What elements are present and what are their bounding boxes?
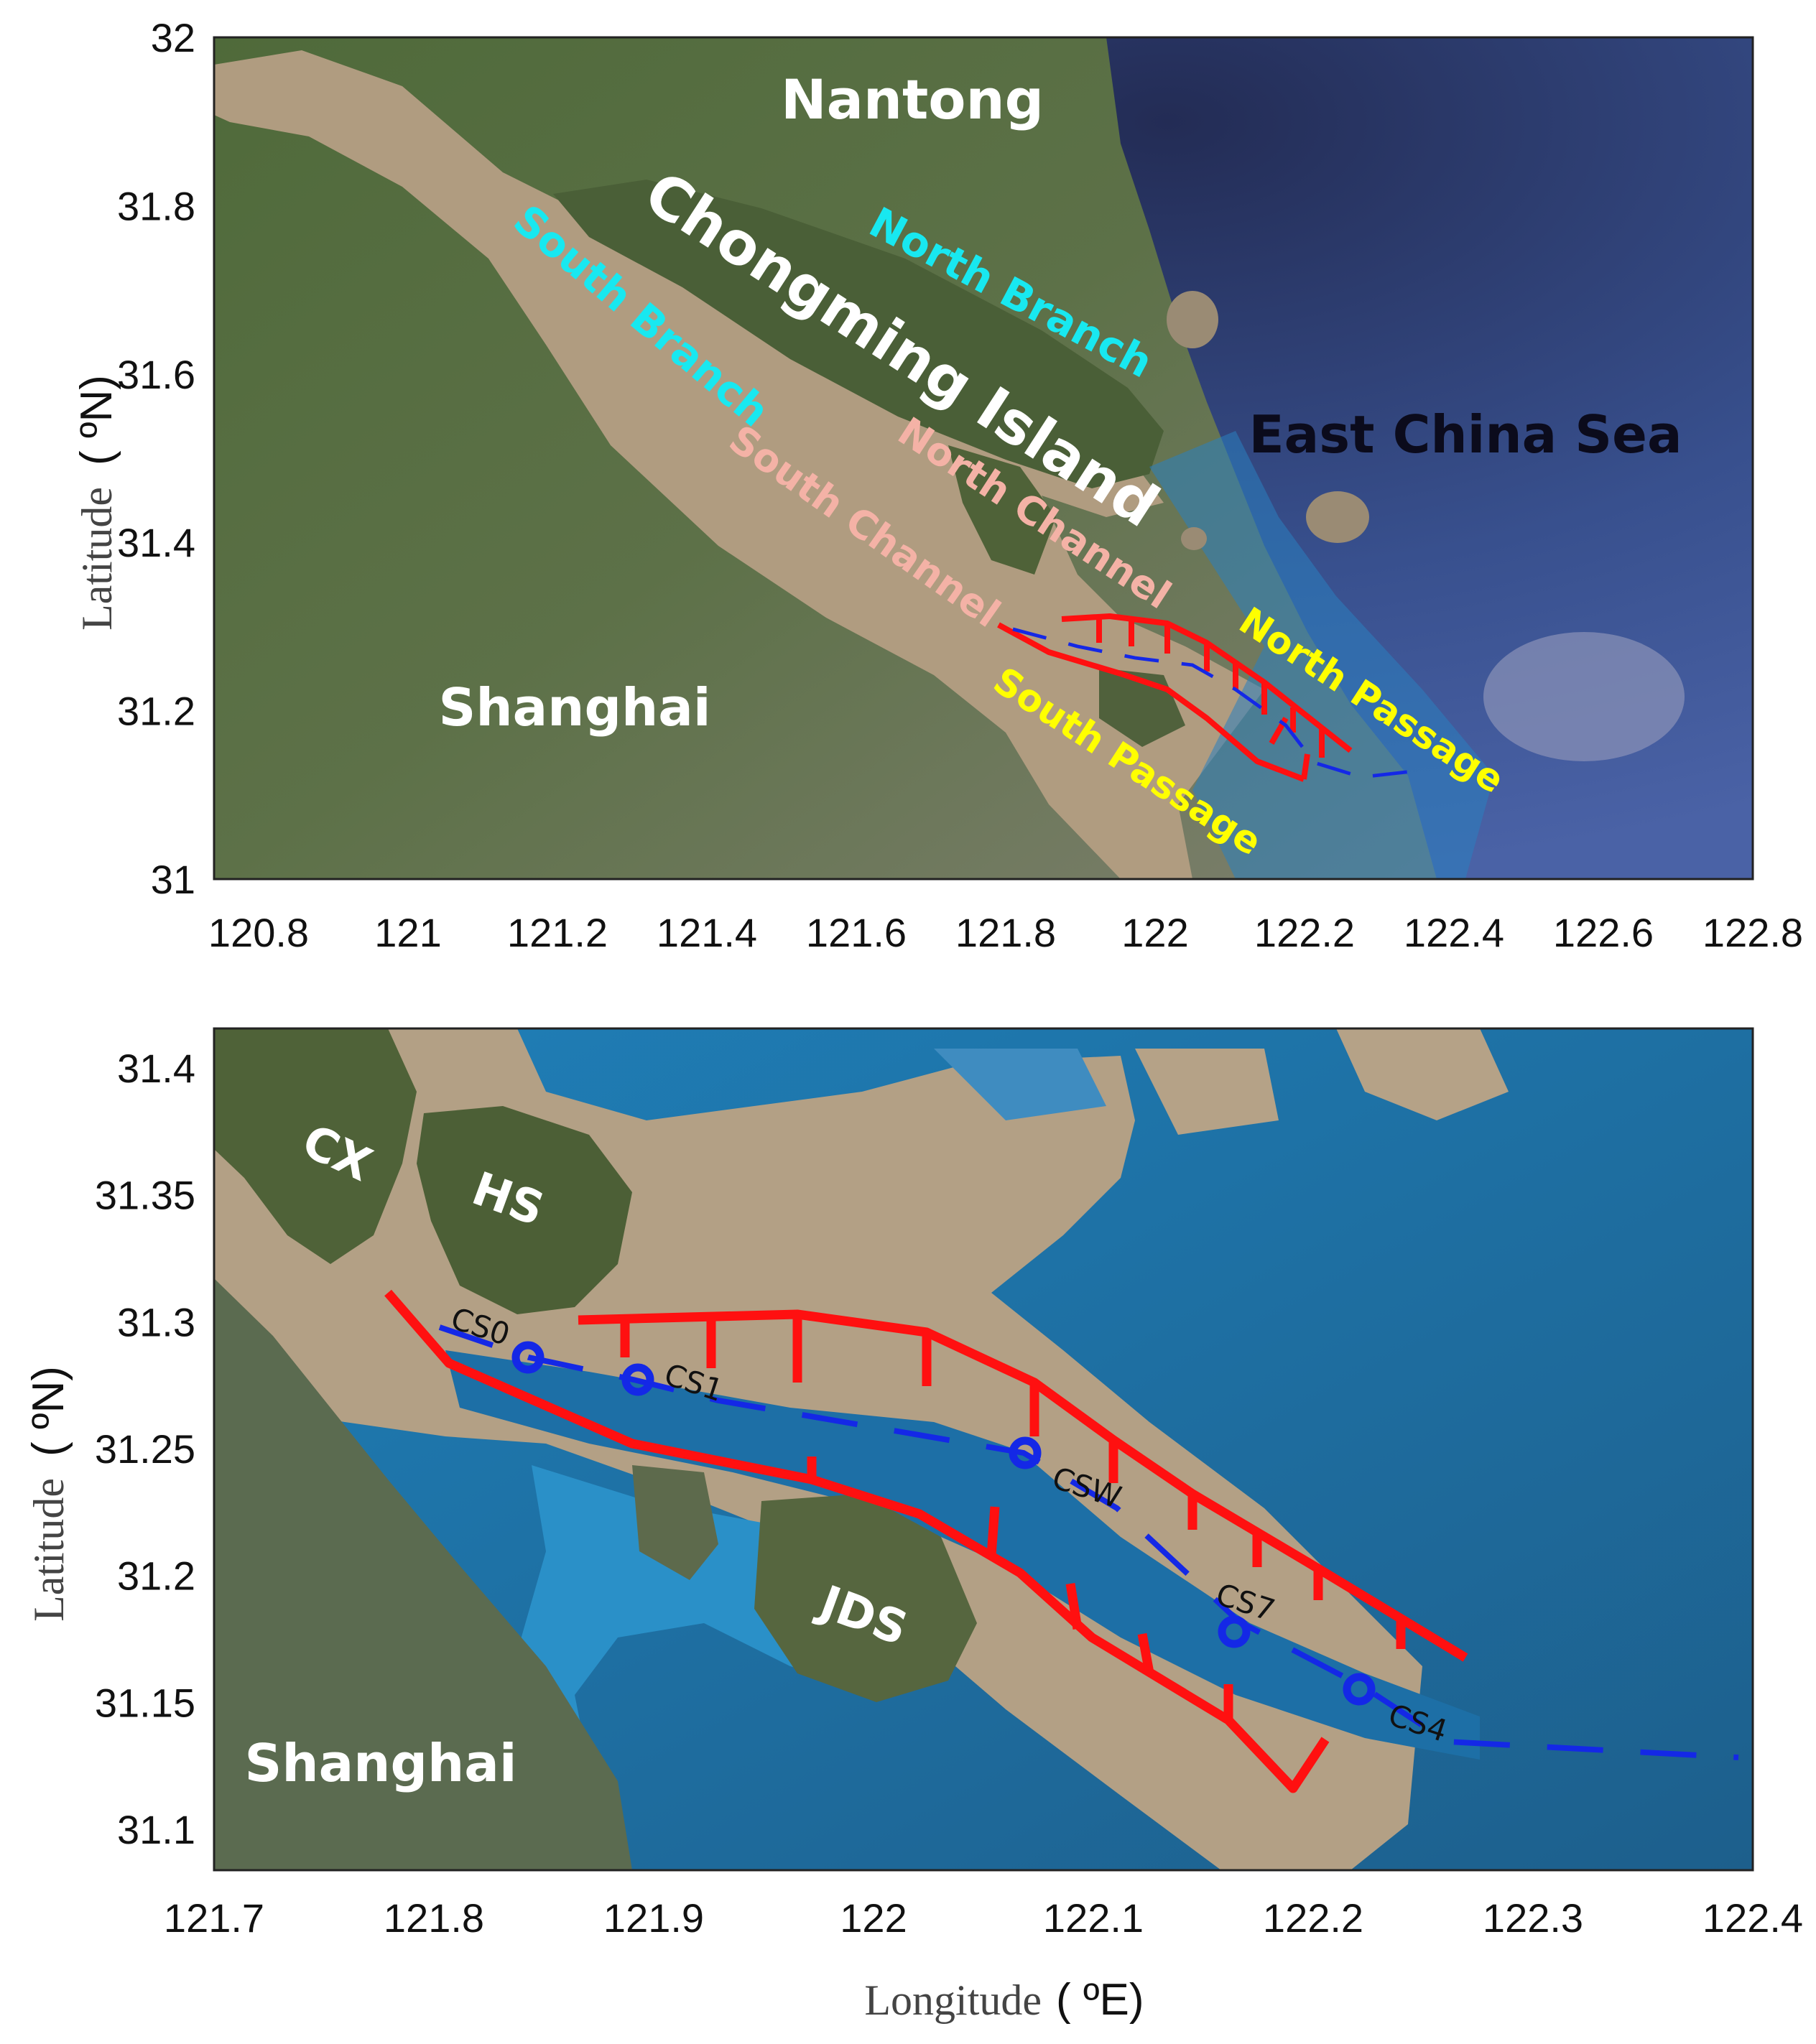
lon-tick-label: 121.8 [955, 910, 1056, 955]
lon-tick-label: 121 [374, 910, 441, 955]
lon-tick-label: 122 [840, 1895, 907, 1941]
groin [1301, 753, 1310, 780]
south-dike [384, 1289, 1330, 1793]
bottom-shoal [632, 1465, 718, 1580]
lat-tick-label: 31.25 [95, 1426, 195, 1472]
top-y-unit: ( ºN) [72, 375, 121, 465]
navigation-channel-line [438, 1324, 1739, 1760]
bottom-lon-ticks: 121.7 121.8 121.9 122 122.1 122.2 122.3 122.4 [164, 1895, 1803, 1941]
north-dike [1061, 613, 1353, 753]
top-islet [1167, 291, 1218, 348]
bottom-channel-water [445, 1350, 1480, 1760]
lat-tick-label: 32 [151, 15, 195, 60]
bottom-cx-island [214, 1028, 417, 1264]
lon-tick-label: 122.6 [1553, 910, 1654, 955]
bottom-shoal-light [1135, 1049, 1279, 1135]
lon-tick-label: 122.8 [1703, 910, 1803, 955]
navigation-channel-line [1012, 627, 1427, 779]
lon-tick-label: 122.1 [1043, 1895, 1144, 1941]
lat-tick-label: 31.1 [117, 1807, 195, 1852]
top-cloud-patch [1483, 632, 1685, 761]
top-shelf-water [1149, 431, 1494, 879]
top-lat-ticks: 32 31.8 31.6 31.4 31.2 31 [117, 15, 195, 902]
lon-tick-label: 122 [1121, 910, 1188, 955]
lon-tick-label: 121.2 [507, 910, 608, 955]
lat-tick-label: 31.15 [95, 1680, 195, 1725]
label-nantong: Nantong [781, 68, 1044, 131]
lat-tick-label: 31 [151, 857, 195, 902]
top-changxing-island [948, 445, 1056, 575]
bottom-shoal-light [934, 1049, 1106, 1120]
lon-tick-label: 121.7 [164, 1895, 264, 1941]
label-shanghai-bottom: Shanghai [244, 1733, 516, 1793]
lon-tick-label: 121.9 [603, 1895, 704, 1941]
top-map-frame [213, 36, 1754, 881]
lat-tick-label: 31.2 [117, 689, 195, 734]
groin [1137, 1632, 1154, 1674]
lat-tick-label: 31.4 [117, 1046, 195, 1091]
top-lon-ticks: 120.8 121 121.2 121.4 121.6 121.8 122 122.2 122.… [208, 910, 1803, 955]
bottom-y-unit: ( ºN) [24, 1366, 73, 1457]
lat-tick-label: 31.3 [117, 1299, 195, 1344]
north-dike [578, 1309, 1468, 1662]
lon-tick-label: 122.4 [1703, 1895, 1803, 1941]
bottom-jds-island [754, 1494, 977, 1702]
lon-tick-label: 122.2 [1263, 1895, 1363, 1941]
lon-tick-label: 121.6 [806, 910, 907, 955]
lat-tick-label: 31.35 [95, 1173, 195, 1218]
lat-tick-label: 31.4 [117, 520, 195, 565]
lon-tick-label: 121.8 [384, 1895, 484, 1941]
bottom-shoal-light [1336, 1028, 1509, 1120]
lon-tick-label: 120.8 [208, 910, 309, 955]
groin [986, 1506, 1000, 1556]
lat-tick-label: 31.2 [117, 1553, 195, 1599]
bottom-shanghai-land [214, 1278, 632, 1870]
label-shanghai-top: Shanghai [438, 677, 710, 738]
lon-tick-label: 122.2 [1254, 910, 1355, 955]
bottom-x-unit: ( ºE) [1056, 1975, 1144, 2025]
bottom-y-axis-label: Latitude ( ºN) [24, 1366, 73, 1622]
top-islet [1181, 527, 1207, 550]
label-east-china-sea: East China Sea [1248, 404, 1682, 465]
top-islet [1306, 491, 1369, 543]
bottom-lat-ticks: 31.4 31.35 31.3 31.25 31.2 31.15 31.1 [95, 1046, 195, 1852]
bottom-x-label: Longitude [864, 1976, 1042, 2024]
lat-tick-label: 31.6 [117, 352, 195, 397]
top-y-label: Latitude [73, 487, 121, 631]
bottom-y-label: Latitude [25, 1478, 73, 1622]
top-chongming-island [553, 180, 1164, 488]
station-marker [621, 1363, 654, 1396]
top-estuary [214, 50, 1264, 879]
top-channel-overlay [997, 613, 1427, 782]
south-dike [997, 622, 1305, 782]
top-y-axis-label: Latitude ( ºN) [72, 375, 121, 631]
station-marker [511, 1341, 545, 1374]
bottom-map-frame [213, 1027, 1754, 1872]
lon-tick-label: 121.4 [657, 910, 757, 955]
lat-tick-label: 31.8 [117, 183, 195, 228]
bottom-hs-island [417, 1106, 632, 1314]
top-map-panel [214, 37, 1753, 879]
groin [1065, 1582, 1083, 1630]
lon-tick-label: 122.3 [1483, 1895, 1583, 1941]
bottom-x-axis-label: Longitude ( ºE) [864, 1975, 1144, 2025]
station-marker [1218, 1615, 1251, 1648]
station-marker [1009, 1436, 1042, 1469]
lon-tick-label: 122.4 [1404, 910, 1504, 955]
station-marker [1343, 1673, 1376, 1706]
